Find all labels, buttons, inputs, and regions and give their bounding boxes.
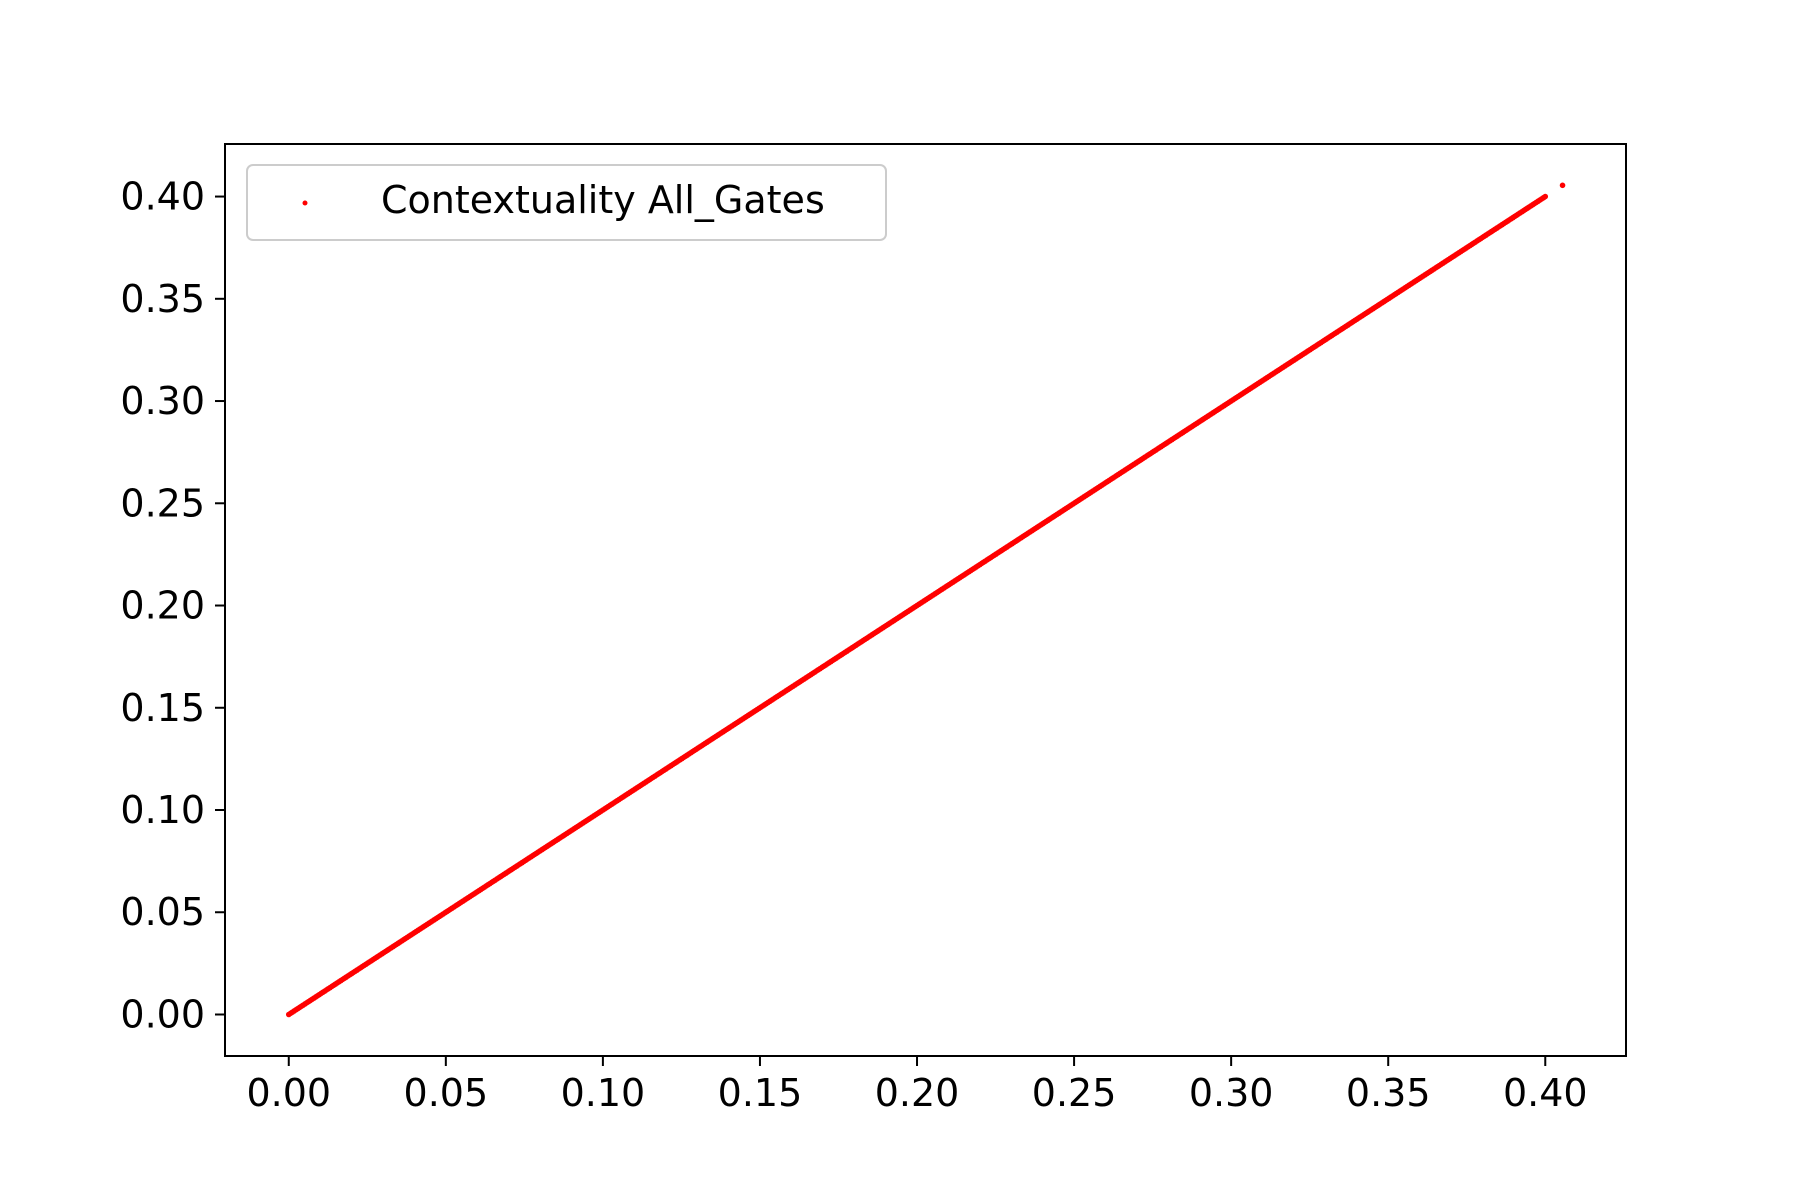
y-tick-label: 0.35 (120, 277, 205, 321)
y-axis-ticks: 0.00 0.05 0.10 0.15 0.20 0.25 0.30 0.35 0.40 (120, 175, 225, 1036)
x-tick-label: 0.30 (1189, 1071, 1274, 1115)
y-tick-label: 0.30 (120, 379, 205, 423)
x-tick-label: 0.40 (1503, 1071, 1588, 1115)
data-points (285, 182, 1566, 1018)
x-tick-label: 0.10 (561, 1071, 646, 1115)
y-tick-label: 0.10 (120, 788, 205, 832)
y-tick-label: 0.00 (120, 992, 205, 1036)
x-axis-ticks: 0.00 0.05 0.10 0.15 0.20 0.25 0.30 0.35 0.40 (246, 1056, 1588, 1115)
x-tick-label: 0.00 (246, 1071, 331, 1115)
x-tick-label: 0.20 (875, 1071, 960, 1115)
scatter-point (1559, 182, 1566, 189)
legend-marker (302, 200, 308, 206)
plot-frame (224, 143, 1627, 1057)
y-tick-label: 0.20 (120, 584, 205, 628)
y-tick-label: 0.05 (120, 890, 205, 934)
y-tick-label: 0.15 (120, 686, 205, 730)
x-tick-label: 0.05 (404, 1071, 489, 1115)
legend: Contextuality All_Gates (246, 164, 887, 241)
y-tick-label: 0.40 (120, 175, 205, 219)
y-tick-label: 0.25 (120, 481, 205, 525)
x-tick-label: 0.25 (1032, 1071, 1117, 1115)
x-tick-label: 0.15 (718, 1071, 803, 1115)
scatter-point (1542, 193, 1549, 200)
legend-label: Contextuality All_Gates (381, 178, 825, 222)
x-tick-label: 0.35 (1346, 1071, 1431, 1115)
legend-box (246, 164, 887, 241)
